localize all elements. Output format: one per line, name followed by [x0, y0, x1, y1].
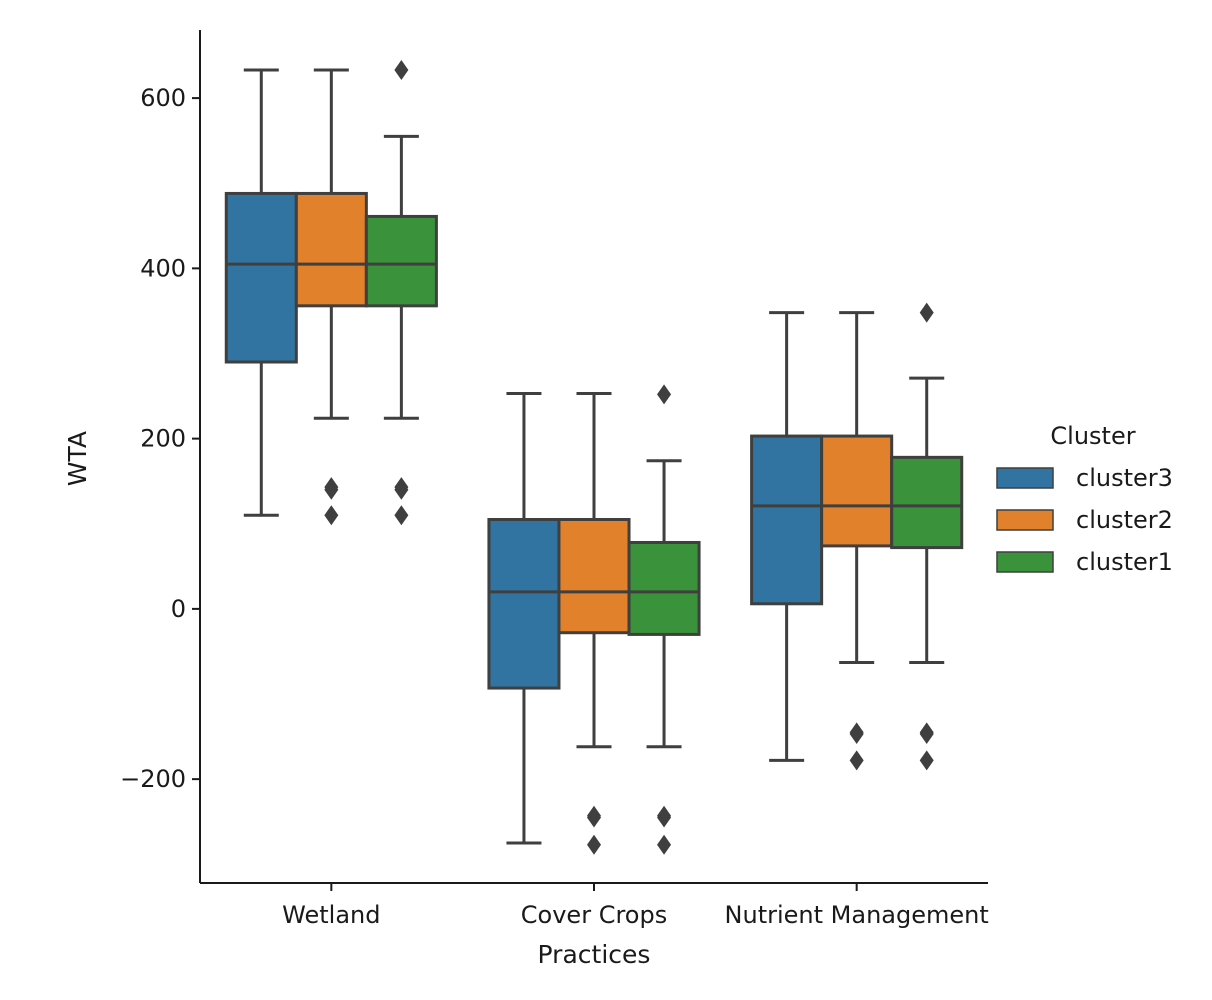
x-axis-label: Practices	[538, 940, 651, 969]
x-tick-label: Cover Crops	[521, 901, 667, 929]
outlier-point	[657, 807, 672, 828]
outlier-point	[657, 834, 672, 855]
axes: −200 0 200 400 600 Wetland Cover Crops Nutrient…	[63, 30, 989, 969]
y-tick-label: 0	[171, 595, 186, 623]
outlier-point	[657, 384, 672, 405]
legend-label: cluster3	[1076, 464, 1173, 492]
plot-area	[224, 60, 964, 855]
box-cluster2-cover-crops	[557, 392, 631, 855]
legend-title: Cluster	[1050, 422, 1135, 450]
legend-label: cluster1	[1076, 548, 1173, 576]
legend: Cluster cluster3 cluster2 cluster1	[996, 422, 1173, 576]
x-tick-label: Wetland	[282, 901, 380, 929]
box-cluster1-wetland	[364, 60, 438, 526]
x-tick-label: Nutrient Management	[725, 901, 989, 929]
box-cluster3-nutrient-management	[750, 311, 824, 762]
box-cluster1-cover-crops	[627, 384, 701, 855]
y-tick-label: 400	[140, 254, 186, 282]
box-iqr	[750, 434, 824, 606]
box-iqr	[557, 517, 631, 635]
legend-item-cluster3: cluster3	[996, 464, 1173, 492]
y-tick-label: 200	[140, 425, 186, 453]
box-iqr	[890, 455, 964, 550]
y-axis-label: WTA	[63, 431, 92, 486]
legend-swatch	[996, 509, 1054, 531]
box-iqr	[224, 191, 298, 364]
box-cluster2-wetland	[294, 68, 368, 526]
outlier-point	[324, 477, 339, 498]
outlier-point	[394, 477, 409, 498]
outlier-point	[587, 834, 601, 855]
y-tick-label: −200	[120, 765, 186, 793]
box-iqr	[364, 214, 438, 308]
box-iqr	[820, 434, 894, 548]
legend-item-cluster1: cluster1	[996, 548, 1173, 576]
outlier-point	[919, 302, 934, 323]
box-cluster3-cover-crops	[487, 392, 561, 845]
legend-label: cluster2	[1076, 506, 1173, 534]
legend-swatch	[996, 467, 1054, 489]
outlier-point	[849, 724, 864, 745]
box-cluster2-nutrient-management	[820, 311, 894, 771]
box-cluster3-wetland	[224, 68, 298, 517]
outlier-point	[394, 505, 409, 526]
outlier-point	[587, 807, 601, 828]
box-cluster1-nutrient-management	[890, 302, 964, 771]
legend-swatch	[996, 551, 1054, 573]
outlier-point	[919, 724, 934, 745]
y-tick-label: 600	[140, 84, 186, 112]
outlier-point	[394, 60, 409, 81]
outlier-point	[919, 750, 934, 771]
box-iqr	[487, 517, 561, 690]
box-iqr	[627, 540, 701, 636]
outlier-point	[324, 505, 339, 526]
box-iqr	[294, 191, 368, 308]
outlier-point	[849, 750, 864, 771]
legend-item-cluster2: cluster2	[996, 506, 1173, 534]
